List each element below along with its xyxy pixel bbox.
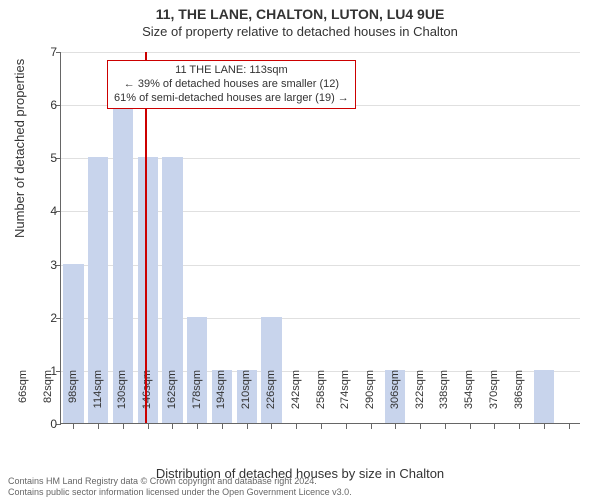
xtick-label: 130sqm: [116, 370, 128, 430]
xtick-label: 66sqm: [17, 370, 29, 430]
xtick-label: 114sqm: [92, 370, 104, 430]
annotation-box: 11 THE LANE: 113sqm← 39% of detached hou…: [107, 60, 356, 109]
xtick-label: 322sqm: [414, 370, 426, 430]
gridline: [61, 52, 580, 53]
bar: [534, 370, 554, 423]
xtick-label: 306sqm: [389, 370, 401, 430]
ytick-label: 5: [37, 151, 57, 165]
xtick-label: 338sqm: [438, 370, 450, 430]
xtick-label: 178sqm: [191, 370, 203, 430]
xtick-label: 274sqm: [339, 370, 351, 430]
xtick-label: 210sqm: [240, 370, 252, 430]
xtick-label: 194sqm: [215, 370, 227, 430]
xtick-label: 162sqm: [166, 370, 178, 430]
xtick-label: 146sqm: [141, 370, 153, 430]
xtick-label: 242sqm: [290, 370, 302, 430]
xtick-label: 370sqm: [488, 370, 500, 430]
page-title: 11, THE LANE, CHALTON, LUTON, LU4 9UE: [0, 6, 600, 22]
xtick-label: 258sqm: [315, 370, 327, 430]
ytick-label: 4: [37, 204, 57, 218]
chart: 0123456766sqm82sqm98sqm114sqm130sqm146sq…: [60, 52, 580, 424]
footer-line: Contains HM Land Registry data © Crown c…: [8, 476, 352, 487]
y-axis-label: Number of detached properties: [12, 59, 27, 238]
ytick-label: 7: [37, 45, 57, 59]
page-subtitle: Size of property relative to detached ho…: [0, 24, 600, 39]
footer-attribution: Contains HM Land Registry data © Crown c…: [8, 476, 352, 498]
footer-line: Contains public sector information licen…: [8, 487, 352, 498]
annotation-line: 11 THE LANE: 113sqm: [114, 64, 349, 78]
ytick-label: 6: [37, 98, 57, 112]
xtick-label: 226sqm: [265, 370, 277, 430]
xtick-mark: [544, 424, 545, 429]
annotation-line: 61% of semi-detached houses are larger (…: [114, 92, 349, 106]
xtick-label: 386sqm: [513, 370, 525, 430]
plot-area: 0123456766sqm82sqm98sqm114sqm130sqm146sq…: [60, 52, 580, 424]
xtick-mark: [569, 424, 570, 429]
xtick-label: 354sqm: [463, 370, 475, 430]
ytick-label: 3: [37, 258, 57, 272]
xtick-label: 82sqm: [42, 370, 54, 430]
xtick-label: 290sqm: [364, 370, 376, 430]
annotation-line: ← 39% of detached houses are smaller (12…: [114, 78, 349, 92]
xtick-label: 98sqm: [67, 370, 79, 430]
ytick-label: 2: [37, 311, 57, 325]
